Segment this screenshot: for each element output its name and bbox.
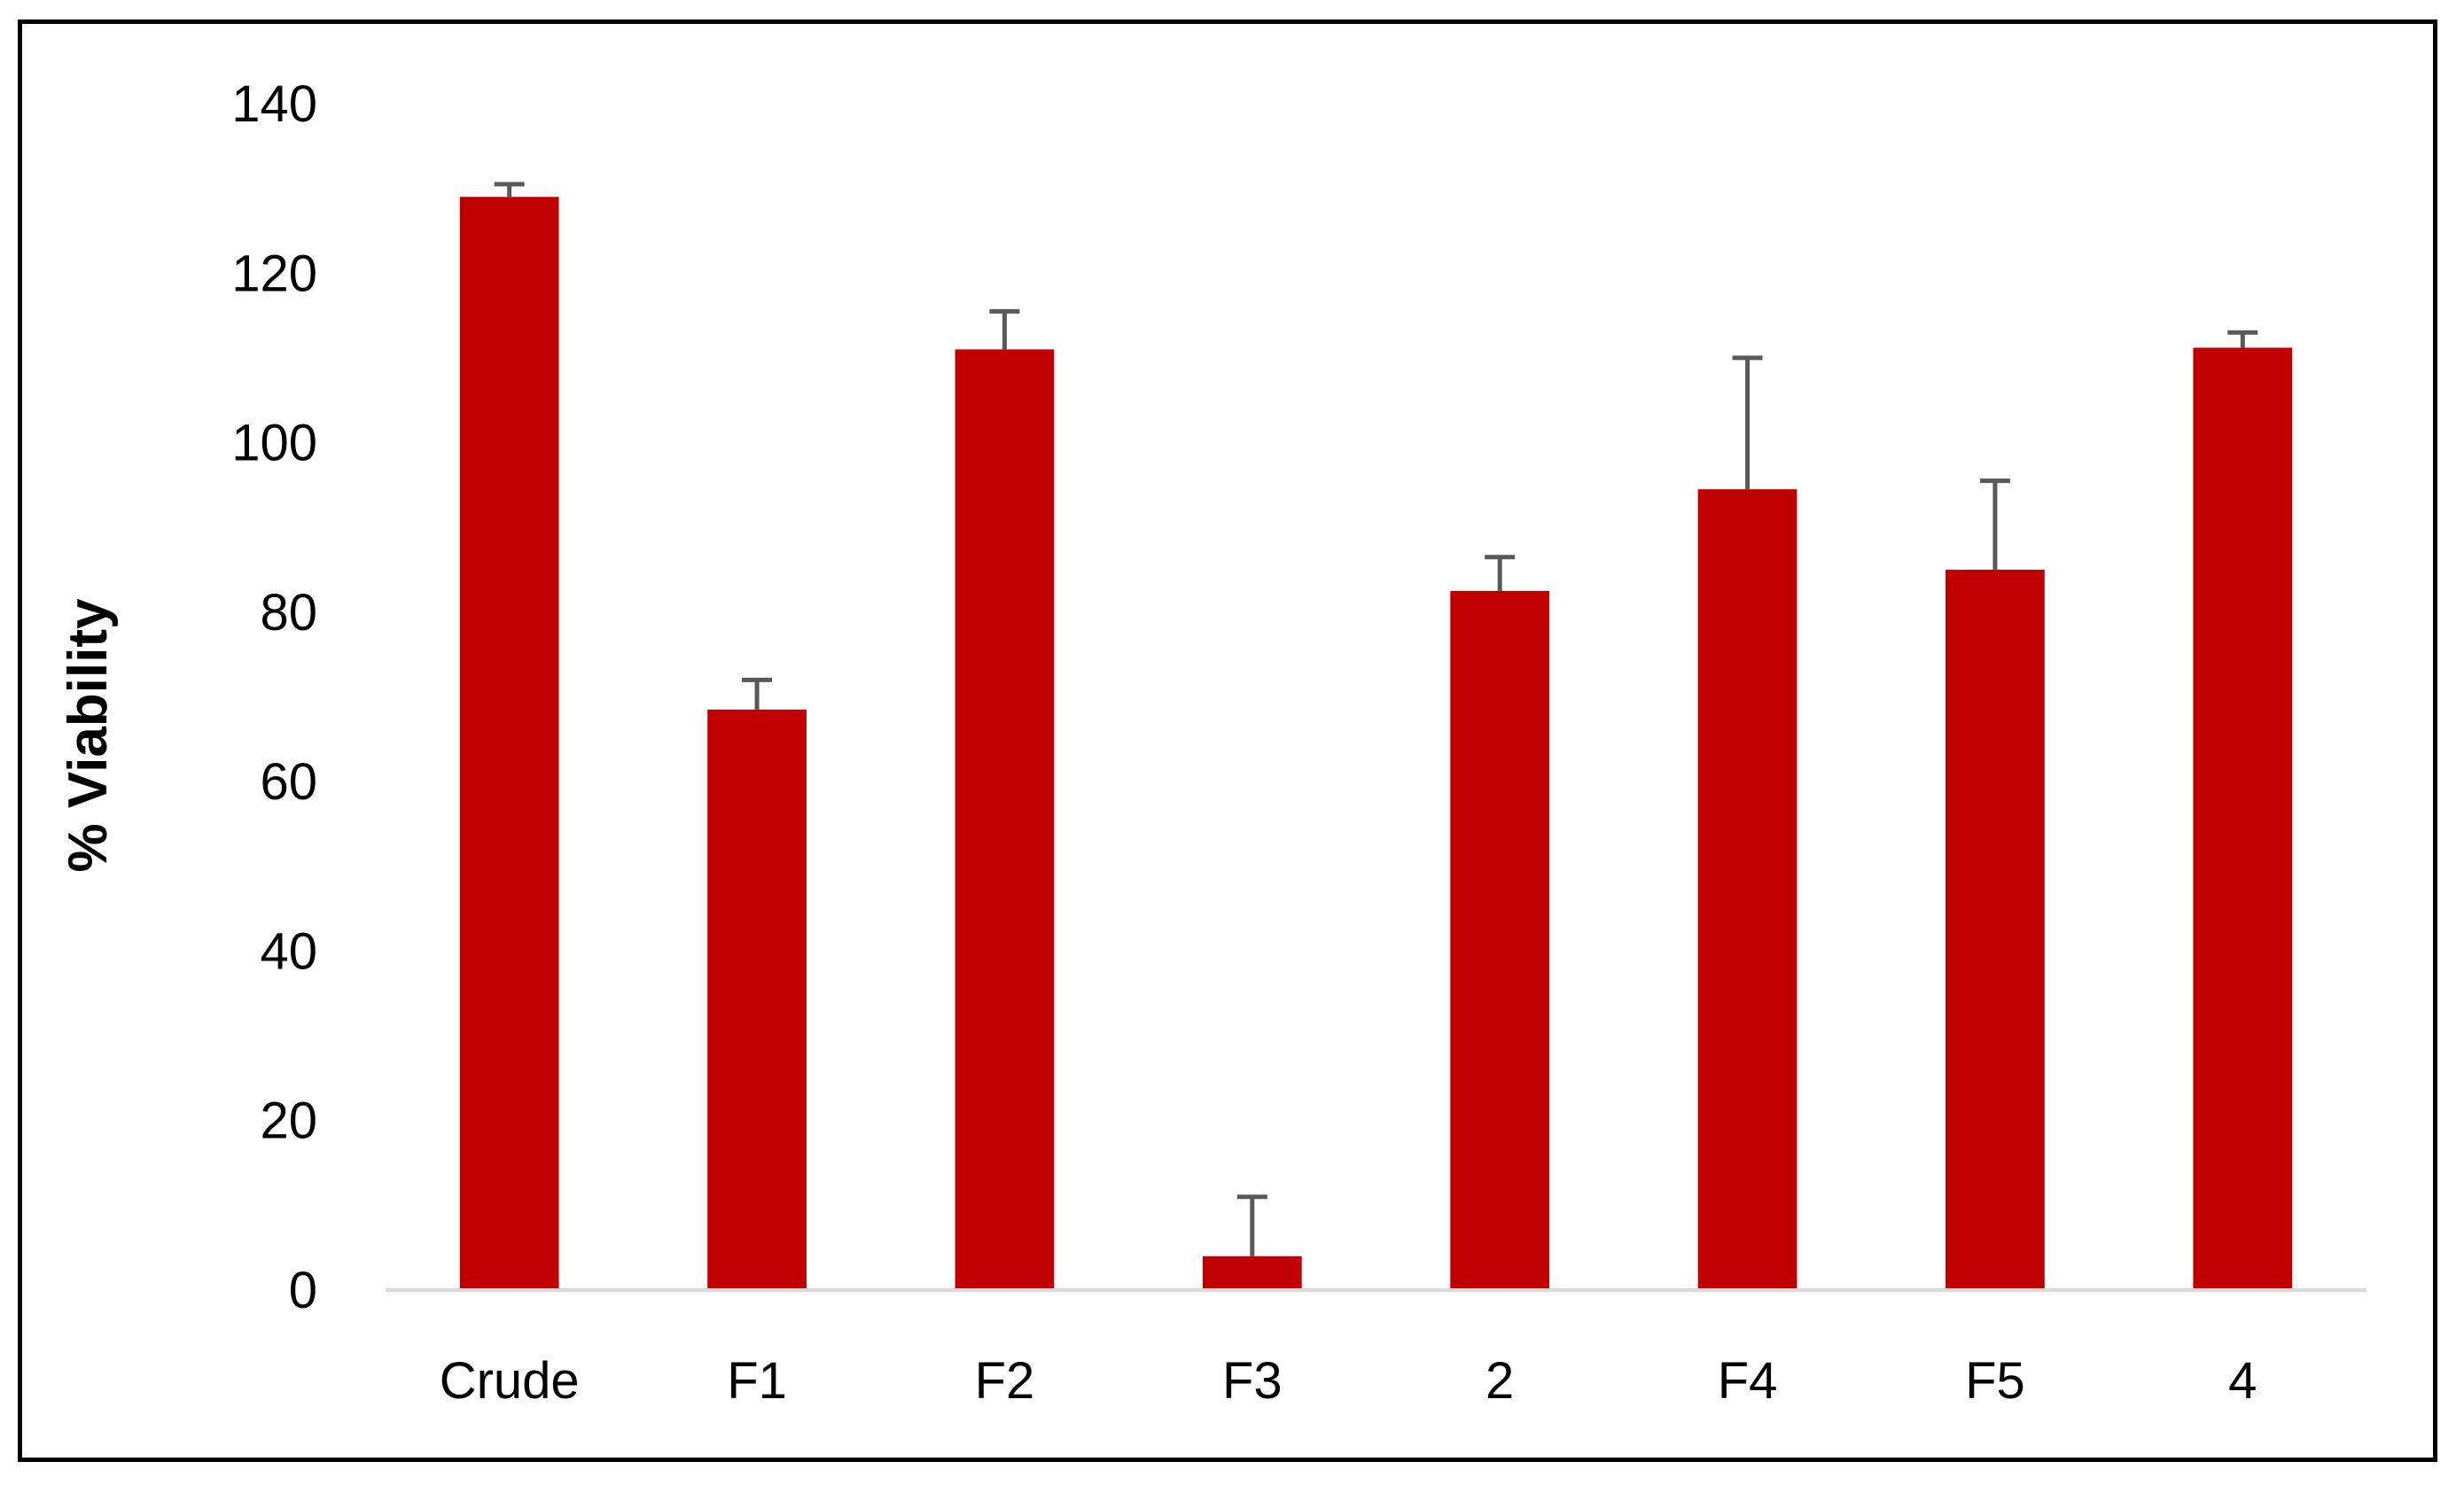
y-axis-ticks: 0 20 40 60 80 100 120 140 <box>231 75 317 1319</box>
x-tick-label: Crude <box>440 1352 580 1410</box>
bar <box>1450 590 1550 1290</box>
x-tick-label: F4 <box>1718 1352 1778 1410</box>
x-tick-label: 2 <box>1485 1352 1514 1410</box>
y-tick-label: 100 <box>231 415 317 472</box>
bar <box>707 709 807 1290</box>
x-axis-ticks: Crude F1 F2 F3 2 F4 F5 4 <box>440 1352 2257 1410</box>
bar <box>1945 570 2045 1290</box>
y-tick-label: 40 <box>260 922 317 980</box>
y-tick-label: 140 <box>231 75 317 133</box>
error-bars <box>494 182 2258 1256</box>
y-tick-label: 120 <box>231 245 317 302</box>
y-tick-label: 20 <box>260 1092 317 1150</box>
bar <box>1697 489 1797 1290</box>
bar <box>955 349 1055 1291</box>
y-tick-label: 0 <box>289 1262 317 1319</box>
bar <box>2193 347 2293 1290</box>
x-tick-label: F2 <box>975 1352 1035 1410</box>
bar <box>459 197 559 1290</box>
x-tick-label: F3 <box>1222 1352 1283 1410</box>
x-tick-label: 4 <box>2228 1352 2257 1410</box>
x-tick-label: F1 <box>727 1352 787 1410</box>
y-tick-label: 60 <box>260 753 317 811</box>
x-tick-label: F5 <box>1965 1352 2025 1410</box>
y-tick-label: 80 <box>260 584 317 641</box>
bar <box>1202 1256 1302 1290</box>
bars <box>459 197 2293 1291</box>
y-axis-title: % Viability <box>58 598 119 872</box>
